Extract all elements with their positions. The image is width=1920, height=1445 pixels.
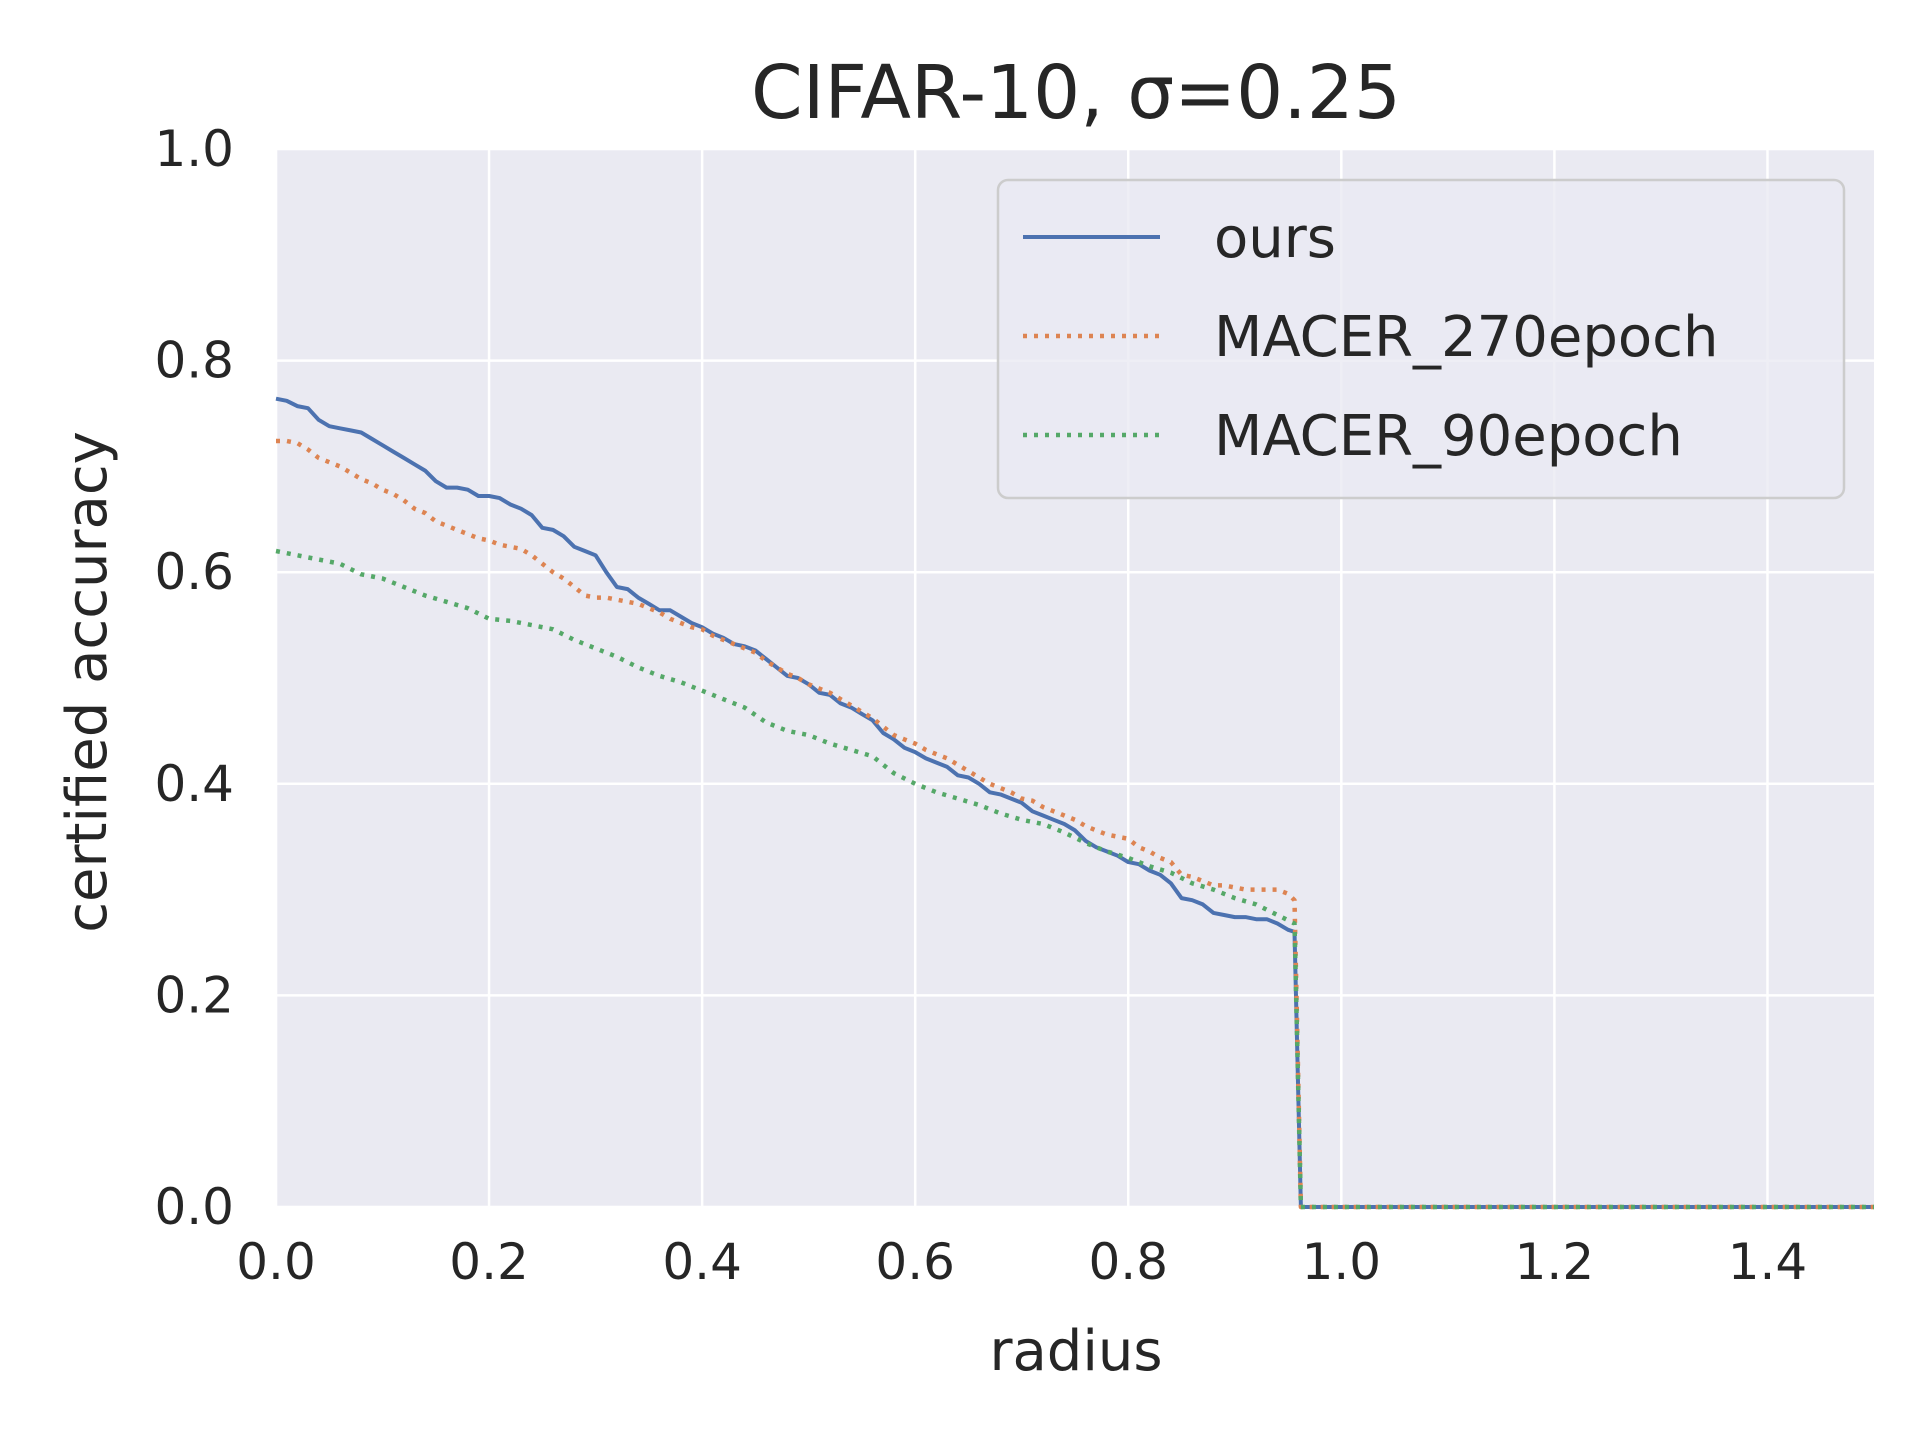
legend-box	[996, 178, 1846, 500]
y-tick-label: 0.4	[154, 755, 234, 813]
x-tick-label: 1.2	[1515, 1233, 1595, 1291]
y-tick-label: 0.6	[154, 543, 234, 601]
y-tick-label: 0.8	[154, 332, 234, 390]
legend-label: MACER_90epoch	[1214, 404, 1683, 469]
x-tick-label: 0.4	[662, 1233, 742, 1291]
series-line-0	[275, 396, 1874, 1209]
x-tick-label: 1.4	[1728, 1233, 1808, 1291]
chart-title: CIFAR-10, σ=0.25	[751, 50, 1401, 136]
legend-label: MACER_270epoch	[1214, 305, 1718, 370]
legend-label: ours	[1214, 206, 1336, 271]
x-tick-label: 0.0	[236, 1233, 316, 1291]
x-tick-label: 0.2	[449, 1233, 529, 1291]
legend: ours MACER_270epoch MACER_90epoch	[996, 178, 1846, 500]
y-tick-label: 0.2	[154, 966, 234, 1024]
x-tick-label: 1.0	[1302, 1233, 1382, 1291]
y-tick-label: 0.0	[154, 1178, 234, 1236]
x-axis-label: radius	[989, 1319, 1162, 1384]
x-tick-label: 0.8	[1089, 1233, 1169, 1291]
y-tick-label: 1.0	[154, 120, 234, 178]
series-line-2	[275, 548, 1874, 1210]
series-layer	[275, 396, 1874, 1210]
x-tick-label: 0.6	[875, 1233, 955, 1291]
tick-labels: 0.0 0.2 0.4 0.6 0.8 1.0 1.2 1.4 0.0 0.2 0.4 0.6 0.8 1…	[154, 120, 1807, 1291]
y-axis-label: certified accuracy	[55, 431, 120, 933]
